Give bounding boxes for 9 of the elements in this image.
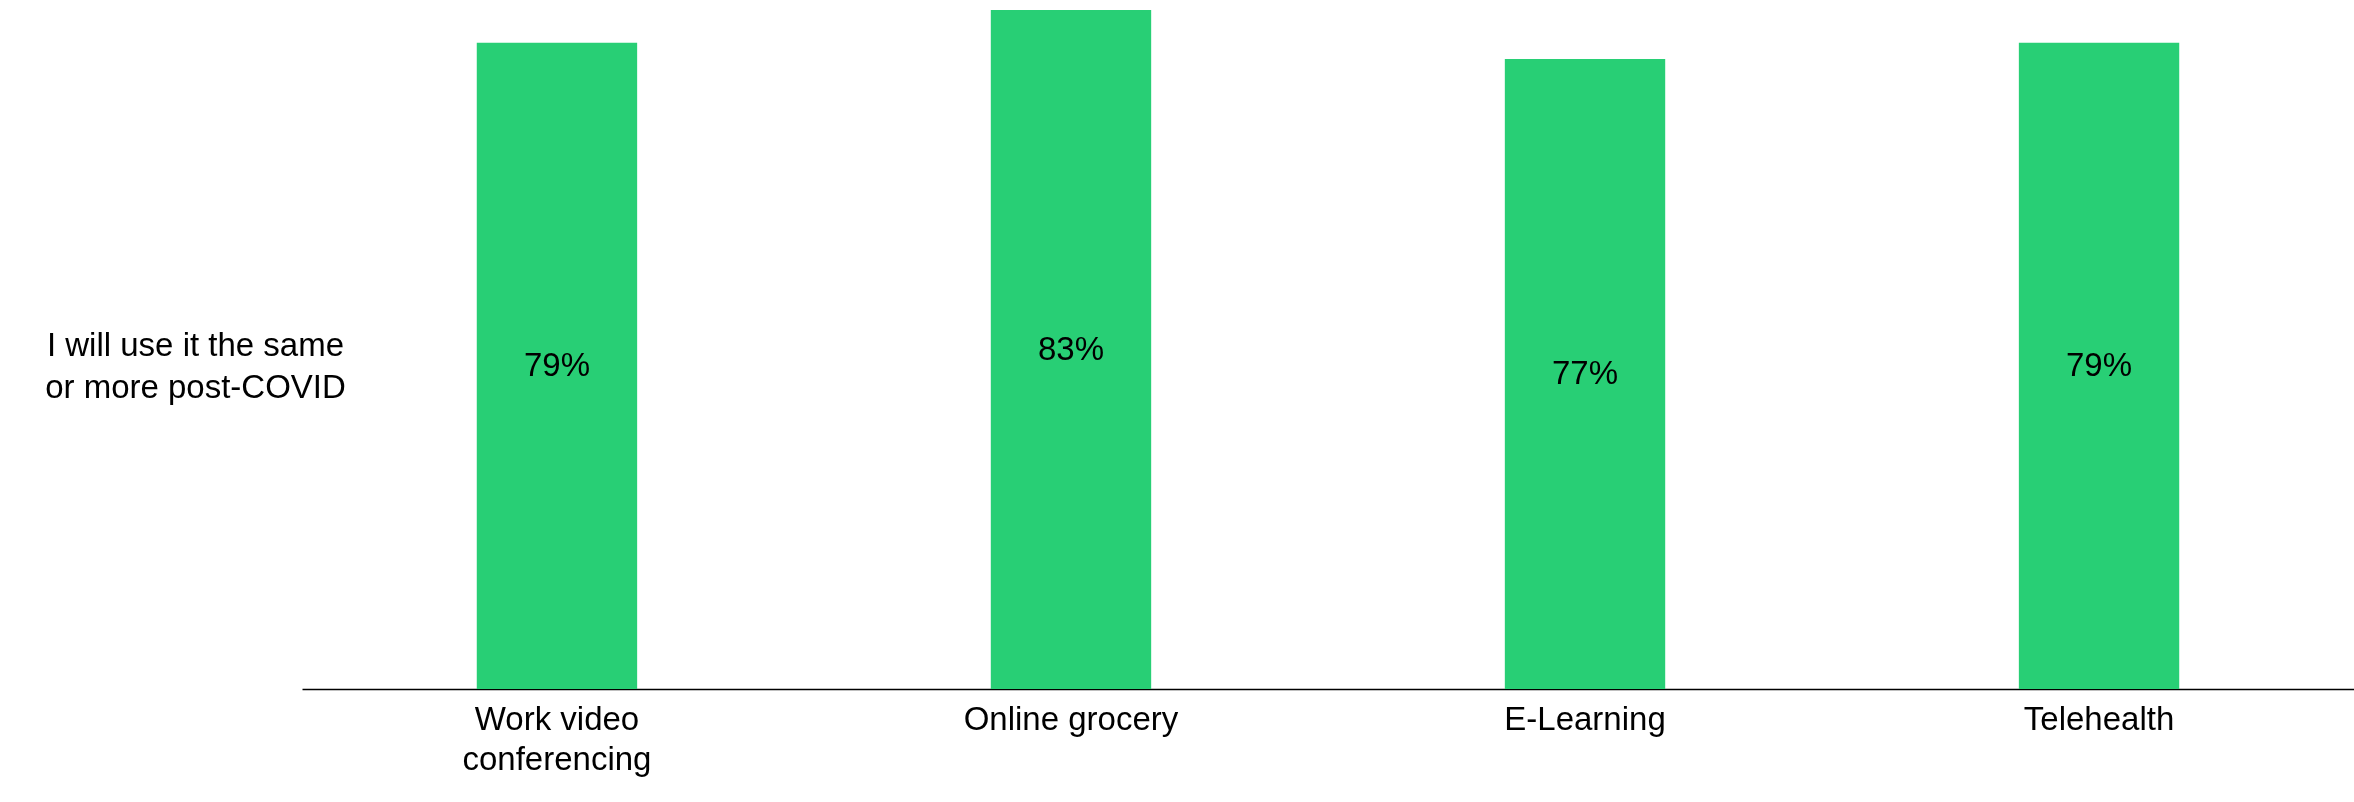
data-label: 79% bbox=[2066, 345, 2133, 383]
y-axis-title: I will use it the same or more post-COVID bbox=[45, 325, 346, 405]
x-tick-label: Telehealth bbox=[2023, 699, 2175, 737]
data-label: 83% bbox=[1037, 329, 1105, 367]
x-tick-label: Online grocery bbox=[963, 699, 1179, 737]
data-label: 77% bbox=[1551, 354, 1619, 392]
x-tick-label: E-Learning bbox=[1504, 699, 1666, 737]
x-tick-label: Work video conferencing bbox=[462, 699, 652, 777]
data-label: 79% bbox=[523, 345, 590, 383]
